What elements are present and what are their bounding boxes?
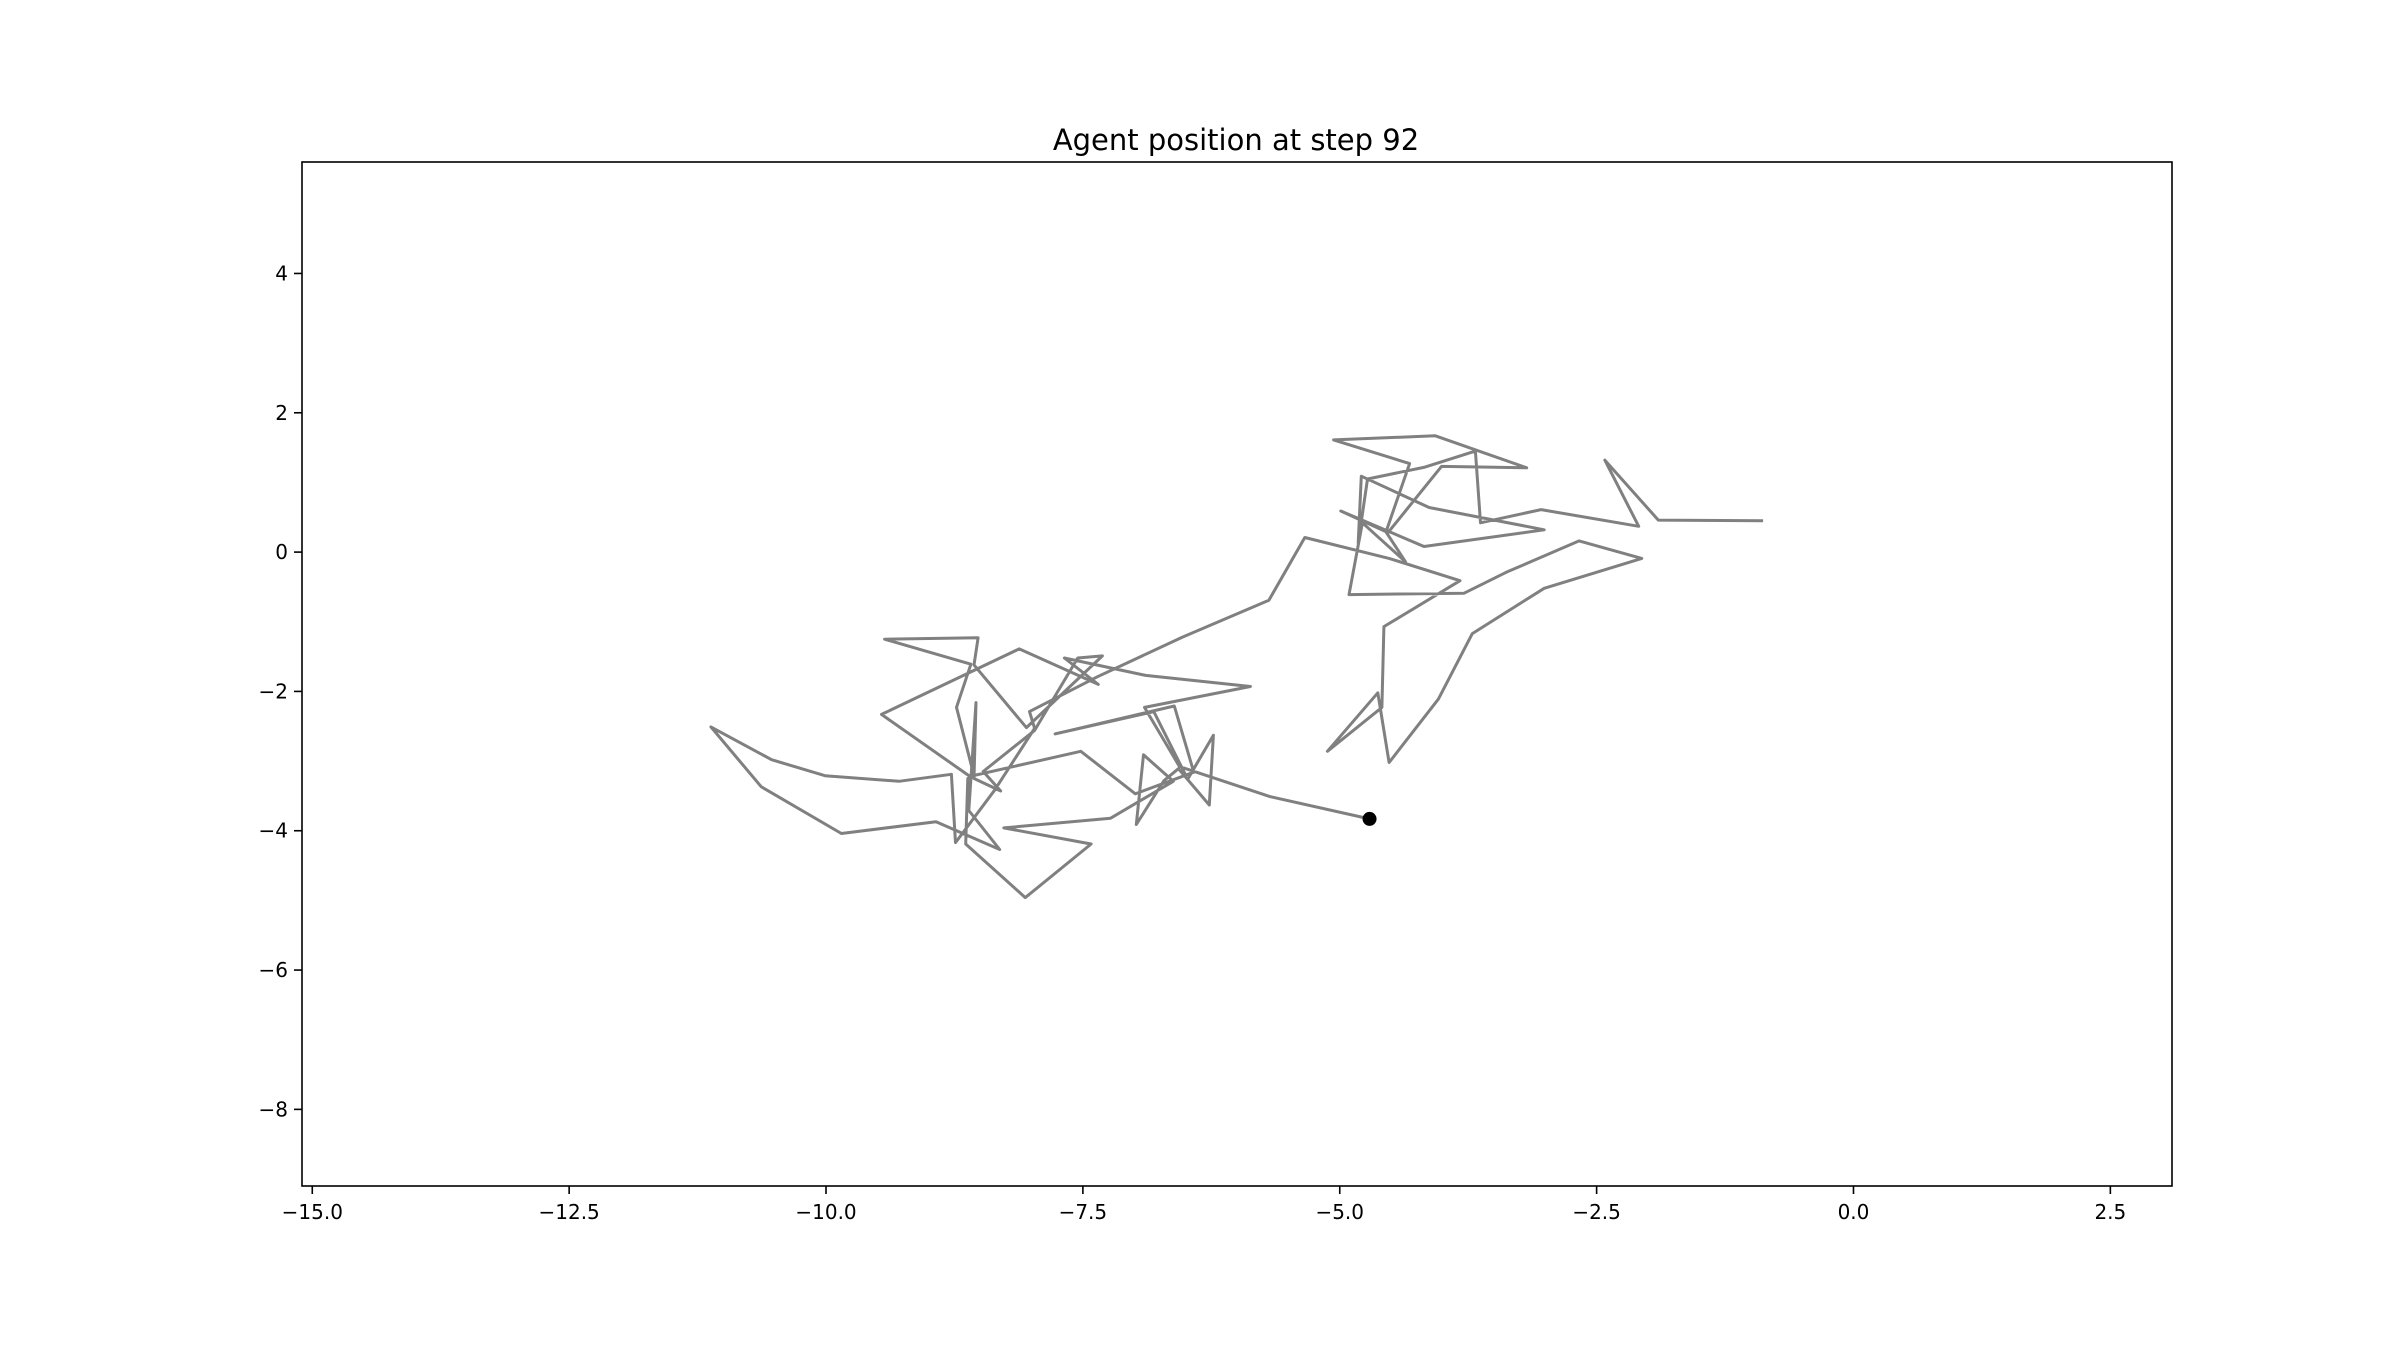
chart-title: Agent position at step 92 xyxy=(1053,123,1419,157)
x-tick-label: −12.5 xyxy=(538,1200,599,1224)
y-tick-label: 2 xyxy=(275,401,288,425)
y-tick-label: −2 xyxy=(259,679,288,703)
x-tick-label: −10.0 xyxy=(795,1200,856,1224)
x-tick-label: −15.0 xyxy=(282,1200,343,1224)
x-tick-label: −5.0 xyxy=(1315,1200,1364,1224)
y-tick-label: −8 xyxy=(259,1097,288,1121)
y-tick-label: −6 xyxy=(259,958,288,982)
agent-trajectory-line xyxy=(709,434,1764,900)
y-axis-ticks: 4 2 0 −2 −4 −6 −8 xyxy=(259,261,302,1121)
x-tick-label: −7.5 xyxy=(1059,1200,1108,1224)
y-tick-label: −4 xyxy=(259,819,288,843)
x-axis-ticks: −15.0 −12.5 −10.0 −7.5 −5.0 −2.5 0.0 2.5 xyxy=(282,1186,2126,1224)
agent-current-position-marker xyxy=(1362,811,1377,826)
plot-area xyxy=(709,434,1764,900)
axes-frame xyxy=(301,161,2173,1187)
y-tick-label: 4 xyxy=(275,261,288,285)
x-tick-label: 0.0 xyxy=(1838,1200,1870,1224)
x-tick-label: 2.5 xyxy=(2094,1200,2126,1224)
x-tick-label: −2.5 xyxy=(1572,1200,1621,1224)
y-tick-label: 0 xyxy=(275,540,288,564)
